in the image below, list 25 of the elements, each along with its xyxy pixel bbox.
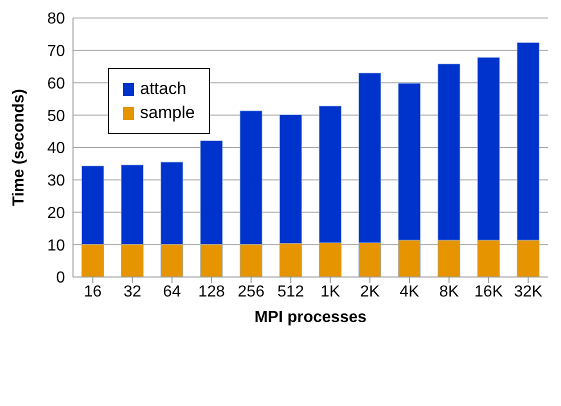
y-tick-label: 10	[47, 237, 66, 254]
x-tick-label: 512	[277, 283, 304, 300]
x-tick-label: 16	[84, 283, 102, 300]
x-tick-label: 256	[238, 283, 265, 300]
y-tick-label: 60	[47, 75, 66, 92]
x-tick-label: 8K	[439, 283, 460, 300]
y-tick-label: 70	[47, 43, 66, 60]
x-tick-label: 1K	[320, 283, 340, 300]
y-tick-label: 40	[47, 140, 66, 158]
legend-label: sample	[140, 103, 195, 123]
y-tick-label: 0	[56, 270, 66, 287]
y-tick-label: 80	[47, 10, 66, 28]
x-tick-label: 2K	[360, 283, 380, 300]
x-tick-label: 32K	[514, 283, 543, 300]
x-tick-label: 4K	[400, 283, 420, 300]
y-tick-label: 50	[47, 108, 66, 125]
legend-label: attach	[140, 79, 186, 99]
x-tick-label: 64	[163, 283, 181, 300]
x-axis-title: MPI processes	[254, 309, 367, 326]
x-tick-label: 16K	[474, 283, 504, 300]
x-tick-label: 128	[198, 283, 225, 300]
y-tick-label: 30	[47, 172, 66, 190]
y-axis-title: Time (seconds)	[10, 88, 28, 206]
y-tick-label: 20	[47, 204, 66, 222]
x-tick-label: 32	[123, 283, 142, 300]
